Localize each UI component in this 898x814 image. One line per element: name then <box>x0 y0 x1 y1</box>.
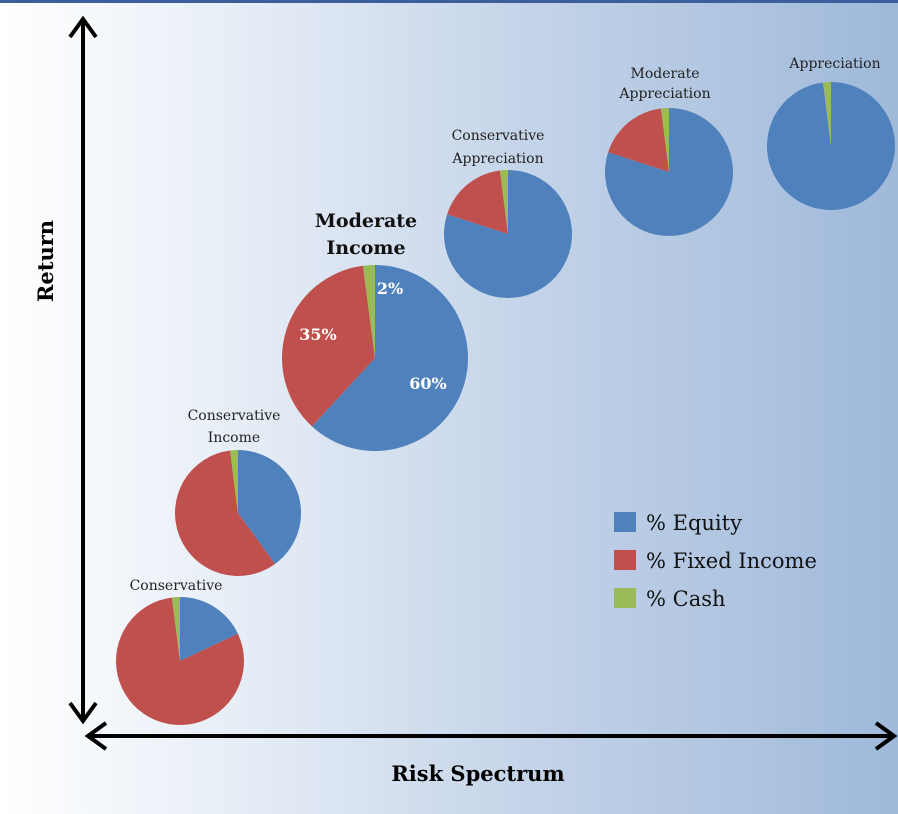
slice-conservative-income-cash <box>230 450 238 513</box>
slice-moderate-income-equity <box>311 265 468 451</box>
slice-conservative-equity <box>180 597 238 661</box>
data-label-cash: 2% <box>377 279 403 298</box>
legend-item-equity: % Equity <box>614 511 742 535</box>
chart-canvas: Conservative Conservative Income Moderate In… <box>33 15 898 786</box>
pie-title-conservative-appreciation-line-2: Appreciation <box>451 151 543 167</box>
pie-conservative-appreciation <box>444 170 573 298</box>
slice-conservative-income-equity <box>238 450 301 564</box>
pie-moderate-appreciation <box>605 108 733 236</box>
legend-label-equity: % Equity <box>646 511 742 535</box>
legend-swatch-cash <box>614 588 636 608</box>
x-axis-label: Risk Spectrum <box>391 761 564 786</box>
legend-swatch-equity <box>614 512 636 532</box>
slice-conservative-appreciation-equity <box>444 170 573 298</box>
pie-title-moderate-income-line-1: Moderate <box>315 210 417 232</box>
pie-moderate-income <box>281 265 468 451</box>
legend-label-fixed-income: % Fixed Income <box>646 549 817 573</box>
pie-title-conservative-line-1: Conservative <box>130 578 223 594</box>
pie-title-moderate-income-line-2: Income <box>326 237 405 259</box>
slice-conservative-fixed-income <box>116 597 244 725</box>
pie-conservative-income <box>175 450 301 576</box>
y-axis-label: Return <box>33 220 58 302</box>
legend-swatch-fixed-income <box>614 550 636 570</box>
data-label-fixed-income: 35% <box>299 325 336 344</box>
pie-conservative <box>116 597 244 725</box>
pie-labels-layer: Conservative Conservative Income Moderate In… <box>130 56 881 594</box>
slice-conservative-income-fixed-income <box>175 450 276 576</box>
legend-label-cash: % Cash <box>646 587 726 611</box>
slice-conservative-cash <box>171 597 180 661</box>
slice-moderate-appreciation-fixed-income <box>608 108 669 172</box>
pie-title-moderate-appreciation-line-2: Appreciation <box>618 86 710 102</box>
pie-title-moderate-appreciation-line-1: Moderate <box>631 66 700 82</box>
slice-conservative-appreciation-cash <box>499 170 508 234</box>
pie-title-appreciation-line-1: Appreciation <box>788 56 880 72</box>
slice-conservative-appreciation-fixed-income <box>447 170 508 234</box>
legend: % Equity % Fixed Income % Cash <box>614 511 817 611</box>
pie-appreciation <box>767 82 895 210</box>
slice-moderate-income-fixed-income <box>281 265 375 427</box>
pie-title-conservative-income-line-1: Conservative <box>188 408 281 424</box>
pie-title-conservative-income-line-2: Income <box>208 430 260 446</box>
slice-appreciation-equity <box>767 82 895 210</box>
legend-item-fixed-income: % Fixed Income <box>614 549 817 573</box>
pies-layer <box>116 82 895 725</box>
slice-appreciation-cash <box>822 82 831 146</box>
x-axis-arrow <box>84 721 898 751</box>
slice-moderate-income-cash <box>362 265 375 358</box>
y-axis-arrow <box>68 15 98 725</box>
data-label-equity: 60% <box>409 374 446 393</box>
slice-moderate-appreciation-cash <box>660 108 669 172</box>
legend-item-cash: % Cash <box>614 587 726 611</box>
pie-title-conservative-appreciation-line-1: Conservative <box>452 128 545 144</box>
